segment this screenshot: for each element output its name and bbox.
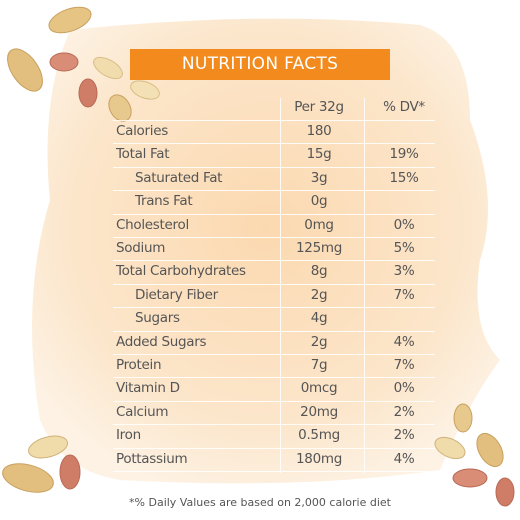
row-rule	[113, 120, 435, 121]
row-amount: 3g	[310, 169, 328, 186]
row-amount: 180mg	[296, 450, 342, 467]
row-label: Iron	[116, 427, 141, 444]
row-dv: 7%	[393, 357, 415, 373]
row-amount: 8g	[310, 263, 328, 280]
row-dv: 0%	[393, 380, 415, 397]
row-rule	[113, 213, 435, 215]
row-rule	[113, 400, 435, 402]
row-rule	[113, 307, 435, 309]
row-label: Total Fat	[116, 146, 170, 163]
row-rule	[113, 424, 435, 426]
row-label: Pottassium	[116, 450, 188, 467]
row-label: Saturated Fat	[135, 169, 223, 186]
row-amount: 20mg	[300, 403, 338, 420]
row-rule	[113, 283, 435, 285]
row-label: Trans Fat	[135, 193, 193, 210]
peanuts-top-left	[7, 6, 160, 122]
row-label: Protein	[116, 357, 162, 373]
column-rule	[364, 98, 365, 473]
row-rule	[113, 354, 435, 355]
row-dv: 15%	[389, 169, 419, 186]
row-rule	[113, 237, 435, 238]
row-amount: 0mcg	[300, 380, 338, 397]
row-amount: 125mg	[296, 240, 342, 256]
row-dv: 19%	[389, 146, 419, 163]
row-rule	[113, 190, 435, 192]
row-amount: 7g	[310, 357, 328, 373]
row-rule	[113, 330, 435, 332]
column-header: % DV*	[383, 99, 425, 115]
row-rule	[113, 447, 435, 449]
column-header: Per 32g	[294, 99, 344, 115]
row-amount: 0g	[310, 193, 328, 210]
row-amount: 0mg	[304, 216, 334, 233]
row-rule	[113, 471, 435, 472]
row-label: Total Carbohydrates	[116, 263, 246, 280]
row-amount: 0.5mg	[298, 427, 340, 444]
row-dv: 2%	[393, 427, 415, 444]
row-rule	[113, 377, 435, 379]
watercolor-wash	[32, 18, 500, 484]
row-label: Added Sugars	[116, 333, 207, 350]
row-dv: 2%	[393, 403, 415, 420]
peanuts-bottom-right	[434, 403, 515, 507]
row-rule	[113, 260, 435, 262]
row-amount: 15g	[306, 146, 332, 163]
row-rule	[113, 166, 435, 168]
row-label: Dietary Fiber	[135, 286, 218, 303]
row-label: Cholesterol	[116, 216, 189, 233]
row-dv: 7%	[393, 286, 415, 303]
footnote: *% Daily Values are based on 2,000 calor…	[129, 496, 391, 509]
row-label: Calcium	[116, 403, 169, 420]
title-banner: NUTRITION FACTS	[130, 49, 390, 80]
row-dv: 4%	[393, 450, 415, 467]
row-amount: 2g	[310, 286, 328, 303]
row-label: Vitamin D	[116, 380, 180, 397]
row-rule	[113, 143, 435, 145]
row-label: Calories	[116, 123, 168, 139]
row-label: Sugars	[135, 310, 180, 327]
row-dv: 0%	[393, 216, 415, 233]
row-dv: 4%	[393, 333, 415, 350]
column-rule	[280, 98, 281, 473]
row-dv: 3%	[393, 263, 415, 280]
row-amount: 180	[306, 123, 332, 139]
row-dv: 5%	[393, 240, 415, 256]
row-amount: 4g	[310, 310, 328, 327]
row-label: Sodium	[116, 240, 166, 256]
peanuts-bottom-left	[2, 435, 81, 493]
row-amount: 2g	[310, 333, 328, 350]
